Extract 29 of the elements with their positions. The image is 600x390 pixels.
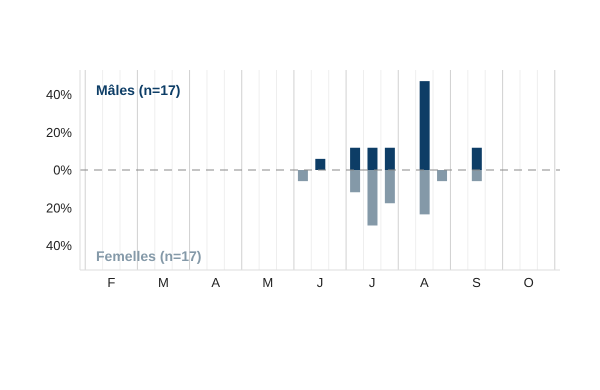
- x-tick-label: M: [262, 275, 274, 290]
- y-tick-label: 20%: [46, 200, 72, 216]
- x-tick-label: S: [472, 275, 482, 290]
- bar: [350, 148, 360, 170]
- y-tick-label: 40%: [46, 87, 72, 102]
- bar: [384, 148, 395, 170]
- bar: [472, 170, 482, 182]
- bar: [367, 170, 378, 226]
- x-tick-label: F: [107, 275, 116, 290]
- bar: [420, 170, 430, 214]
- x-tick-label: J: [368, 275, 376, 290]
- y-tick-label: 0%: [53, 162, 72, 178]
- bar: [420, 81, 430, 170]
- x-tick-label: J: [316, 275, 324, 290]
- bar: [384, 170, 395, 204]
- bar: [315, 158, 326, 170]
- bar: [298, 170, 308, 182]
- bar: [437, 170, 448, 182]
- text: Femelles (n=17): [96, 248, 202, 264]
- x-tick-label: M: [158, 275, 169, 290]
- bar: [350, 170, 360, 192]
- y-tick-label: 20%: [46, 124, 72, 140]
- text: Mâles (n=17): [96, 82, 180, 98]
- x-tick-label: A: [211, 275, 220, 290]
- bar: [472, 148, 482, 170]
- x-tick-label: O: [524, 275, 534, 290]
- bar: [367, 148, 378, 170]
- y-tick-label: 40%: [46, 238, 72, 254]
- x-tick-label: A: [420, 275, 430, 290]
